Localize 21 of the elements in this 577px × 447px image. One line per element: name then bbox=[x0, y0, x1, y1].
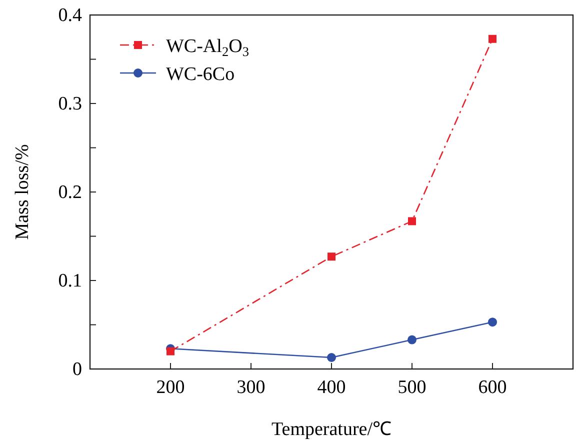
x-tick-label: 200 bbox=[156, 377, 185, 398]
point bbox=[488, 34, 496, 43]
y-tick-label: 0.2 bbox=[58, 182, 82, 203]
point bbox=[408, 335, 416, 344]
y-tick-label: 0.1 bbox=[58, 270, 82, 292]
point bbox=[328, 252, 336, 261]
legend-label: WC-6Co bbox=[166, 64, 235, 85]
x-tick-label: 600 bbox=[478, 377, 507, 398]
x-axis-title: Temperature/℃ bbox=[271, 419, 392, 440]
y-tick-label: 0.4 bbox=[58, 5, 82, 26]
point bbox=[408, 217, 416, 226]
point bbox=[488, 318, 497, 327]
point bbox=[166, 347, 174, 356]
point bbox=[327, 352, 336, 362]
x-tick-label: 400 bbox=[317, 377, 346, 398]
x-tick-label: 500 bbox=[398, 377, 426, 398]
y-tick-label: 0.3 bbox=[58, 94, 82, 114]
legend-label: WC-Al$_{2}$O$_{3}$ bbox=[166, 36, 250, 59]
y-tick-label: 0 bbox=[72, 359, 82, 380]
x-tick-label: 300 bbox=[236, 377, 266, 398]
y-axis-title: Mass loss/% bbox=[12, 144, 33, 240]
